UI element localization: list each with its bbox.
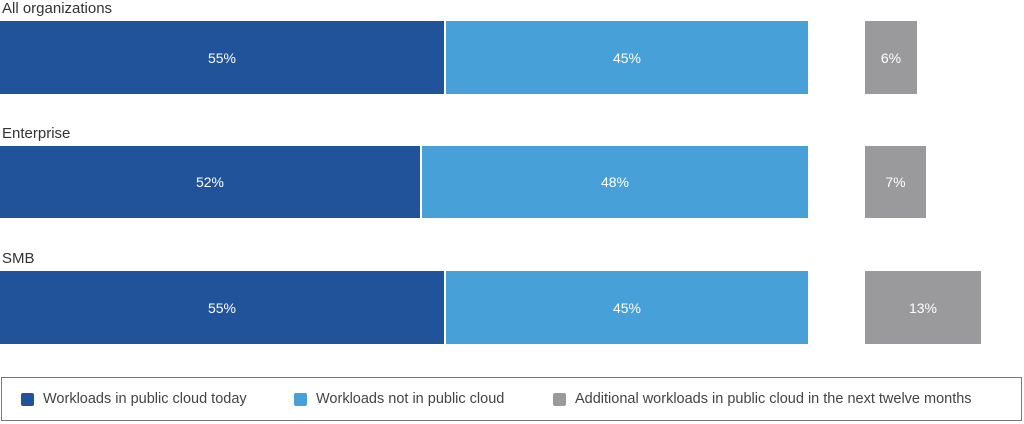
bar-value-label: 6% (880, 49, 902, 66)
bar-value-label: 13% (908, 299, 938, 316)
legend-item-additional-workloads: Additional workloads in public cloud in … (553, 391, 972, 407)
bar-smb-not-in-public-cloud: 45% (446, 271, 808, 344)
bar-value-label: 45% (612, 49, 642, 66)
bar-all-organizations-public-cloud-today: 55% (0, 21, 444, 94)
bar-enterprise-not-in-public-cloud: 48% (422, 146, 808, 218)
bar-value-label: 45% (612, 299, 642, 316)
bar-enterprise-public-cloud-today: 52% (0, 146, 420, 218)
group-label-smb: SMB (2, 250, 35, 267)
legend-label: Additional workloads in public cloud in … (575, 391, 972, 407)
bar-value-label: 55% (207, 49, 237, 66)
bar-value-label: 7% (885, 174, 906, 190)
group-label-all-organizations: All organizations (2, 0, 113, 17)
legend-swatch-dark-blue-icon (21, 392, 34, 406)
bar-enterprise-additional-workloads: 7% (865, 146, 926, 218)
bar-smb-additional-workloads: 13% (865, 271, 981, 344)
legend-label: Workloads in public cloud today (43, 391, 247, 407)
legend-label: Workloads not in public cloud (316, 391, 505, 407)
bar-all-organizations-additional-workloads: 6% (865, 21, 917, 94)
chart-legend: Workloads in public cloud today Workload… (1, 377, 1022, 421)
bar-value-label: 55% (207, 299, 237, 316)
legend-item-public-cloud-today: Workloads in public cloud today (21, 391, 247, 407)
bar-all-organizations-not-in-public-cloud: 45% (446, 21, 808, 94)
legend-item-not-in-public-cloud: Workloads not in public cloud (294, 391, 504, 407)
bar-value-label: 52% (195, 174, 225, 190)
group-label-enterprise: Enterprise (2, 125, 71, 142)
legend-swatch-light-blue-icon (294, 392, 307, 406)
bar-smb-public-cloud-today: 55% (0, 271, 444, 344)
legend-swatch-gray-icon (553, 392, 566, 406)
bar-value-label: 48% (600, 174, 630, 190)
